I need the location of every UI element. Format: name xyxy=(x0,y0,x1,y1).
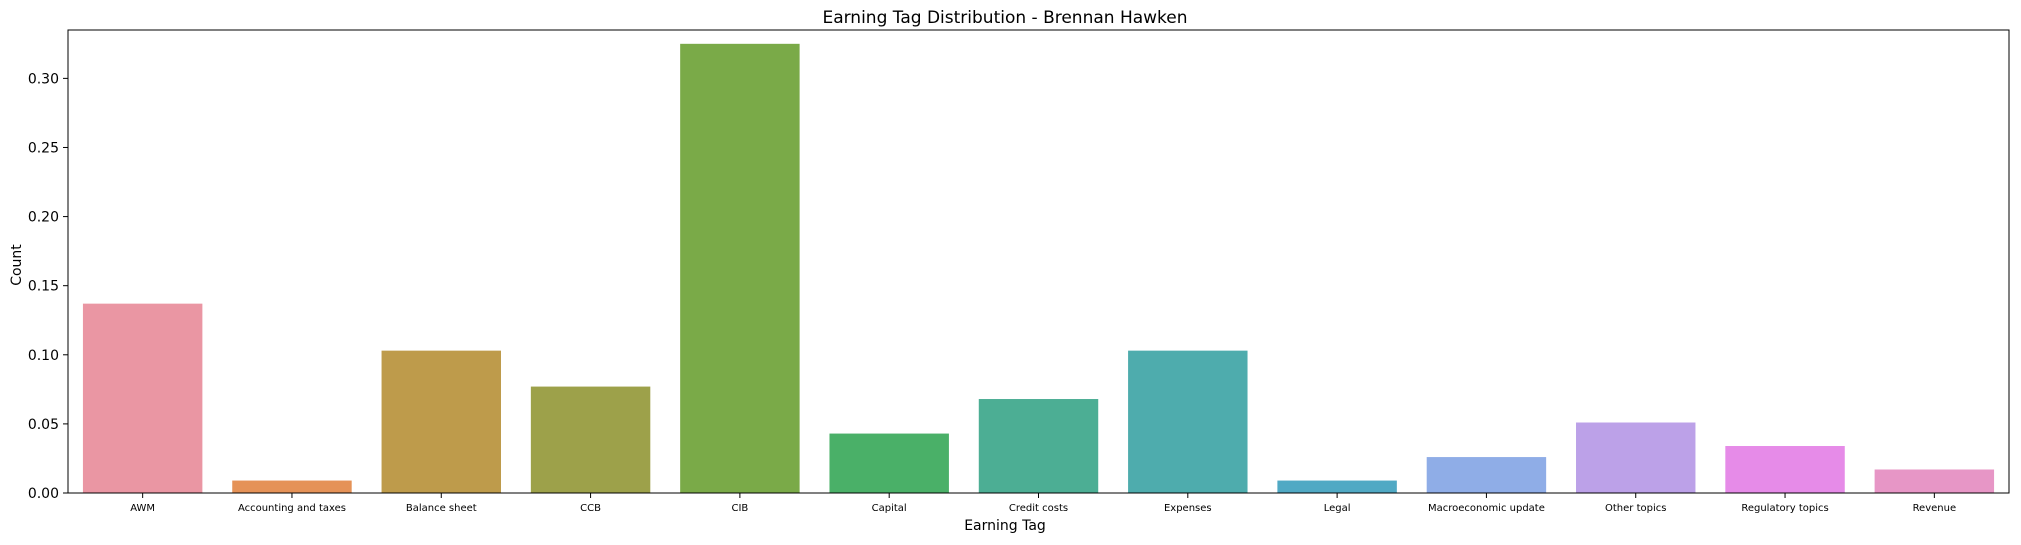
bars-layer xyxy=(82,43,1995,493)
x-tick-label: AWM xyxy=(130,503,155,514)
x-tick-label: Legal xyxy=(1324,503,1351,514)
y-tick-label: 0.30 xyxy=(28,71,59,87)
bar xyxy=(829,433,949,493)
x-tick-label: CCB xyxy=(580,503,601,514)
x-tick-label: Accounting and taxes xyxy=(238,503,346,514)
y-tick-label: 0.15 xyxy=(28,279,59,295)
bar xyxy=(1277,480,1397,493)
bar xyxy=(232,480,352,493)
bar xyxy=(530,386,651,493)
x-tick-label: Revenue xyxy=(1913,503,1957,514)
x-tick-label: Expenses xyxy=(1164,503,1212,514)
bar xyxy=(1426,457,1547,493)
labels-layer: Earning Tag Distribution - Brennan Hawke… xyxy=(9,8,1188,534)
x-tick-label: Other topics xyxy=(1605,503,1666,514)
chart-title: Earning Tag Distribution - Brennan Hawke… xyxy=(822,8,1187,28)
bar xyxy=(1576,422,1696,493)
y-axis-label: Count xyxy=(9,244,25,286)
y-tick-label: 0.05 xyxy=(28,417,59,433)
bar xyxy=(1725,446,1845,493)
y-tick-label: 0.25 xyxy=(28,140,59,156)
bar xyxy=(1874,469,1995,493)
y-tick-label: 0.20 xyxy=(28,210,59,226)
bar xyxy=(680,43,800,493)
plot-frame xyxy=(67,29,2010,494)
bar xyxy=(82,303,203,493)
x-tick-label: Regulatory topics xyxy=(1741,503,1828,514)
bar xyxy=(978,399,1099,493)
x-axis-label: Earning Tag xyxy=(964,518,1046,534)
x-tick-label: Credit costs xyxy=(1009,503,1068,514)
bar xyxy=(1128,350,1248,493)
x-tick-label: Macroeconomic update xyxy=(1428,503,1545,514)
y-tick-label: 0.10 xyxy=(28,348,59,364)
axes-layer: AWM Accounting and taxes Balance sheet CCB C… xyxy=(28,29,2010,514)
x-tick-label: CIB xyxy=(731,503,748,514)
y-tick-label: 0.00 xyxy=(28,486,59,502)
bar xyxy=(381,350,501,493)
x-tick-label: Balance sheet xyxy=(406,503,477,514)
x-tick-label: Capital xyxy=(872,503,907,514)
